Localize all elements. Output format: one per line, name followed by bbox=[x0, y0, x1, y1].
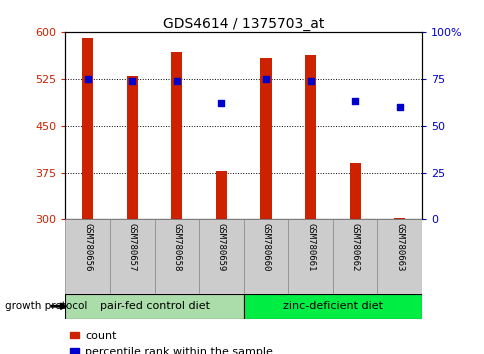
Bar bbox=[287, 219, 332, 294]
Bar bbox=[349, 163, 360, 219]
Bar bbox=[377, 219, 421, 294]
Bar bbox=[126, 76, 137, 219]
Bar bbox=[260, 58, 271, 219]
Bar bbox=[332, 219, 377, 294]
Bar bbox=[393, 218, 405, 219]
Bar bbox=[110, 219, 154, 294]
Text: GSM780662: GSM780662 bbox=[350, 223, 359, 272]
Text: GSM780663: GSM780663 bbox=[394, 223, 403, 272]
Point bbox=[217, 100, 225, 106]
Bar bbox=[215, 171, 227, 219]
Point bbox=[173, 78, 181, 84]
Text: GSM780659: GSM780659 bbox=[216, 223, 226, 272]
Text: zinc-deficient diet: zinc-deficient diet bbox=[282, 301, 382, 311]
Point bbox=[84, 76, 91, 81]
Point bbox=[306, 78, 314, 84]
Title: GDS4614 / 1375703_at: GDS4614 / 1375703_at bbox=[163, 17, 324, 31]
Text: percentile rank within the sample: percentile rank within the sample bbox=[85, 347, 272, 354]
Bar bbox=[199, 219, 243, 294]
Point bbox=[261, 76, 269, 81]
Text: GSM780657: GSM780657 bbox=[128, 223, 136, 272]
Bar bbox=[65, 294, 243, 319]
Point bbox=[128, 78, 136, 84]
Bar bbox=[82, 38, 93, 219]
Bar bbox=[171, 52, 182, 219]
Bar bbox=[65, 219, 110, 294]
Text: GSM780656: GSM780656 bbox=[83, 223, 92, 272]
Bar bbox=[243, 294, 421, 319]
Text: GSM780658: GSM780658 bbox=[172, 223, 181, 272]
Bar bbox=[154, 219, 199, 294]
Text: count: count bbox=[85, 331, 116, 341]
Text: GSM780661: GSM780661 bbox=[305, 223, 315, 272]
Bar bbox=[243, 219, 287, 294]
Text: pair-fed control diet: pair-fed control diet bbox=[99, 301, 209, 311]
Text: GSM780660: GSM780660 bbox=[261, 223, 270, 272]
Text: growth protocol: growth protocol bbox=[5, 301, 87, 311]
Point bbox=[395, 104, 403, 110]
Point bbox=[350, 98, 358, 104]
Bar bbox=[304, 55, 316, 219]
